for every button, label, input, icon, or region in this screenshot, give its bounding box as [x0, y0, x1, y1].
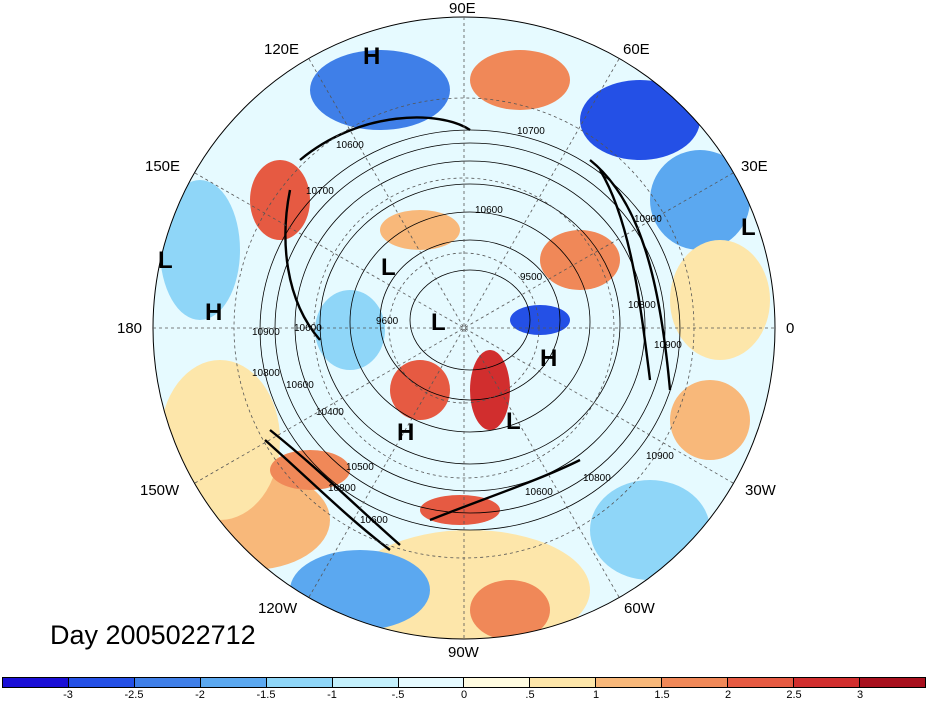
- colorbar-tick-label: 1.5: [654, 689, 670, 701]
- colorbar-swatch: [332, 678, 399, 687]
- contour-label: 10600: [336, 140, 364, 151]
- colorbar-tick-label: -2: [195, 689, 205, 701]
- colorbar-tick-label: .5: [525, 689, 535, 701]
- contour-label: 10600: [475, 205, 503, 216]
- contour-label: 10800: [252, 368, 280, 379]
- page-title: Day 2005022712: [50, 620, 256, 650]
- lon-label-180: 180: [117, 320, 143, 337]
- contour-label: 10900: [654, 340, 682, 351]
- lon-label-0: 0: [786, 320, 795, 337]
- colorbar-swatch: [596, 678, 663, 687]
- colorbar-swatch: [794, 678, 860, 687]
- colorbar-tick-label: 2.5: [786, 689, 802, 701]
- lon-label-120e: 120E: [264, 41, 300, 58]
- contour-label: 10800: [583, 473, 611, 484]
- contour-label: 10600: [294, 323, 322, 334]
- high-pressure-marker: H: [540, 345, 558, 372]
- colorbar-swatch: [3, 678, 69, 687]
- lon-label-30e: 30E: [741, 158, 768, 175]
- low-pressure-marker: L: [381, 254, 396, 281]
- contour-label: 10700: [306, 186, 334, 197]
- colorbar-swatch: [530, 678, 597, 687]
- colorbar-tick-label: 2: [724, 689, 732, 701]
- contour-label: 10900: [252, 327, 280, 338]
- colorbar-tick-label: 3: [856, 689, 864, 701]
- low-pressure-marker: L: [506, 408, 521, 435]
- contour-label: 9500: [520, 272, 543, 283]
- colorbar-tick-label: -2.5: [124, 689, 144, 701]
- colorbar-swatch: [859, 678, 925, 687]
- colorbar-swatch: [200, 678, 267, 687]
- contour-label: 10800: [328, 483, 356, 494]
- high-pressure-marker: H: [363, 43, 381, 70]
- contour-label: 10800: [628, 300, 656, 311]
- colorbar-swatch: [398, 678, 465, 687]
- graticule: [153, 17, 775, 639]
- lon-label-120w: 120W: [258, 600, 298, 617]
- contour-label: 10500: [346, 462, 374, 473]
- lon-label-150w: 150W: [140, 482, 180, 499]
- lon-label-60w: 60W: [624, 600, 655, 617]
- lon-label-60e: 60E: [623, 41, 650, 58]
- lon-label-90e: 90E: [449, 0, 476, 17]
- colorbar-tick-label: 0: [460, 689, 468, 701]
- low-pressure-marker: L: [158, 247, 173, 274]
- colorbar-tick-label: -1: [327, 689, 337, 701]
- colorbar-tick-label: -1.5: [256, 689, 276, 701]
- high-pressure-marker: H: [205, 299, 223, 326]
- colorbar-swatch: [464, 678, 531, 687]
- contour-label: 10900: [634, 214, 662, 225]
- colorbar-swatch: [728, 678, 795, 687]
- colorbar-swatch: [134, 678, 201, 687]
- contour-label: 10600: [525, 487, 553, 498]
- colorbar-swatch: [68, 678, 135, 687]
- low-pressure-marker: L: [431, 309, 446, 336]
- jet-contours: [264, 116, 672, 551]
- colorbar-tick-label: 1: [592, 689, 600, 701]
- high-pressure-marker: H: [397, 419, 415, 446]
- lon-label-30w: 30W: [745, 482, 776, 499]
- contour-label: 9600: [376, 316, 399, 327]
- lon-label-90w: 90W: [448, 644, 479, 661]
- colorbar-tick-label: -3: [63, 689, 73, 701]
- colorbar-tick-label: -.5: [391, 689, 405, 701]
- contour-label: 10600: [286, 380, 314, 391]
- contour-label: 10400: [316, 407, 344, 418]
- colorbar: [2, 677, 926, 688]
- contour-label: 10700: [517, 126, 545, 137]
- colorbar-swatch: [662, 678, 729, 687]
- low-pressure-marker: L: [741, 214, 756, 241]
- contour-label: 10900: [646, 451, 674, 462]
- colorbar-swatch: [266, 678, 333, 687]
- contour-label: 10600: [360, 515, 388, 526]
- lon-label-150e: 150E: [145, 158, 181, 175]
